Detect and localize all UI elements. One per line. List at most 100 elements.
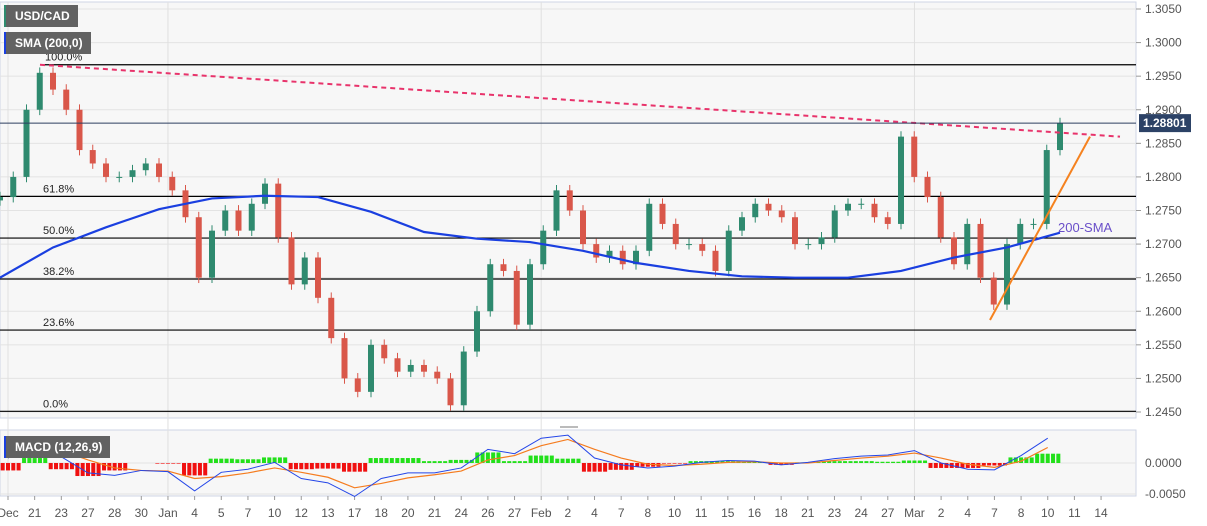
macd-histogram-bar [928, 463, 933, 468]
macd-histogram-bar [160, 463, 165, 464]
y-tick-label: 1.2900 [1145, 103, 1182, 117]
candle-body [474, 311, 480, 352]
macd-histogram-bar [112, 463, 117, 471]
candle-body [36, 72, 43, 110]
macd-histogram-bar [395, 458, 400, 463]
macd-histogram-bar [432, 461, 437, 463]
macd-histogram-bar [299, 463, 304, 470]
macd-histogram-bar [416, 458, 421, 463]
candle-body [778, 210, 785, 218]
candle-body [964, 223, 971, 265]
macd-histogram-bar [597, 463, 602, 472]
macd-histogram-bar [512, 461, 517, 463]
macd-histogram-bar [293, 463, 298, 470]
candle-body [951, 237, 957, 265]
macd-histogram-bar [891, 461, 896, 463]
candle-body [898, 136, 904, 224]
x-tick-label: 8 [1018, 506, 1025, 520]
macd-histogram-bar [587, 463, 592, 472]
macd-histogram-bar [683, 463, 688, 464]
candle-body [646, 203, 653, 251]
macd-histogram-bar [608, 463, 613, 470]
candle-body [447, 378, 454, 406]
fib-level-label: 100.0% [45, 52, 83, 64]
sma-indicator-label: SMA (200,0) [4, 32, 91, 54]
x-tick-label: 23 [55, 506, 69, 520]
candle-body [209, 230, 215, 278]
macd-histogram-bar [997, 463, 1002, 466]
candle-body [368, 344, 374, 392]
macd-histogram-bar [939, 463, 944, 468]
x-tick-label: 27 [881, 506, 895, 520]
macd-histogram-bar [480, 452, 485, 463]
sma-200-line [0, 194, 1061, 279]
macd-histogram-bar [917, 460, 922, 463]
macd-histogram-bar [262, 457, 266, 463]
macd-y-tick-label: 0.0000 [1145, 456, 1182, 470]
candle-body [89, 150, 96, 164]
y-tick-label: 1.3050 [1145, 2, 1182, 16]
candle-body [739, 217, 745, 231]
x-tick-label: 5 [218, 506, 225, 520]
macd-histogram-bar [720, 461, 725, 463]
macd-histogram-bar [240, 459, 245, 463]
macd-histogram-bar [661, 463, 666, 464]
macd-histogram-bar [283, 457, 288, 463]
candle-body [858, 203, 865, 205]
macd-histogram-bar [869, 461, 874, 463]
macd-histogram-bar [32, 458, 37, 463]
y-tick-label: 1.2800 [1145, 170, 1182, 184]
candle-body [977, 223, 984, 278]
macd-histogram-bar [347, 463, 352, 472]
candle-body [500, 264, 507, 271]
x-tick-label: 7 [618, 506, 625, 520]
macd-histogram-bar [96, 463, 101, 477]
candle-body [116, 176, 123, 178]
macd-histogram-bar [491, 452, 496, 463]
macd-histogram-bar [192, 463, 197, 476]
macd-histogram-bar [1035, 453, 1040, 463]
macd-histogram-bar [741, 462, 746, 463]
macd-histogram-bar [267, 457, 272, 463]
macd-histogram-bar [832, 461, 837, 463]
macd-histogram-bar [165, 463, 170, 464]
macd-histogram-bar [864, 461, 869, 463]
macd-histogram-bar [1008, 457, 1013, 463]
macd-histogram-bar [576, 458, 581, 463]
macd-histogram-bar [123, 463, 128, 471]
candle-body [845, 203, 851, 211]
candle-body [725, 230, 732, 271]
macd-histogram-bar [475, 452, 480, 463]
candle-body [235, 210, 242, 231]
macd-histogram-bar [672, 463, 677, 464]
macd-histogram-bar [43, 458, 48, 463]
x-tick-label: 21 [28, 506, 42, 520]
candle-body [142, 163, 149, 171]
y-tick-label: 1.2700 [1145, 237, 1182, 251]
macd-histogram-bar [155, 463, 160, 464]
x-tick-label: 4 [591, 506, 598, 520]
candle-body [76, 109, 83, 151]
candle-body [527, 264, 533, 325]
last-price-badge [1139, 114, 1191, 133]
x-tick-label: 17 [348, 506, 362, 520]
macd-histogram-bar [779, 463, 784, 465]
macd-histogram-bar [827, 461, 832, 463]
macd-histogram-bar [6, 463, 10, 471]
x-tick-label: 10 [1041, 506, 1055, 520]
x-tick-label: Jan [158, 506, 177, 520]
last-price-label: 1.28801 [1143, 116, 1187, 130]
macd-histogram-bar [923, 460, 928, 463]
candle-body [712, 250, 719, 271]
macd-histogram-bar [677, 463, 682, 464]
macd-histogram-bar [992, 463, 997, 466]
macd-histogram-bar [272, 457, 277, 463]
macd-histogram-bar [389, 458, 394, 463]
macd-histogram-bar [853, 461, 858, 463]
candle-body [0, 197, 3, 201]
macd-histogram-bar [848, 461, 853, 463]
macd-histogram-bar [459, 459, 464, 463]
macd-histogram-bar [517, 461, 522, 463]
